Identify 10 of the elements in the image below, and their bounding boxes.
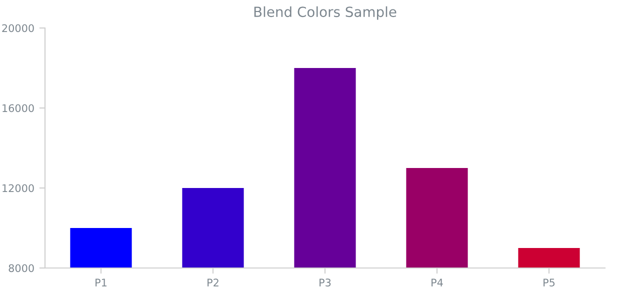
x-tick-label: P2 bbox=[208, 278, 218, 286]
chart-title: Blend Colors Sample bbox=[254, 6, 396, 20]
x-tick-label: P4 bbox=[432, 278, 443, 286]
y-tick-label: 8000 bbox=[8, 264, 34, 272]
x-tick-label: P1 bbox=[96, 278, 106, 286]
x-tick-label: P5 bbox=[544, 278, 555, 286]
y-tick-label: 20000 bbox=[2, 24, 34, 32]
y-tick-label: 16000 bbox=[2, 104, 34, 112]
y-tick-label: 12000 bbox=[2, 184, 34, 192]
x-tick-label: P3 bbox=[320, 278, 331, 286]
